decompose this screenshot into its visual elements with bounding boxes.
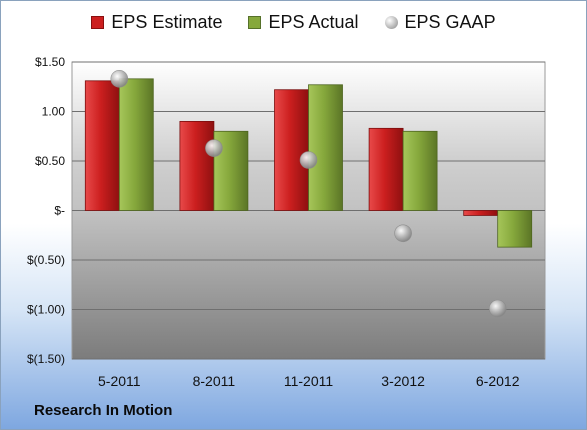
legend-swatch-estimate	[91, 16, 105, 29]
marker-eps-gaap	[205, 139, 223, 157]
legend-label-gaap: EPS GAAP	[404, 12, 496, 32]
x-tick-label: 5-2011	[98, 373, 141, 389]
y-tick-label: $(0.50)	[27, 253, 65, 267]
legend-swatch-actual	[248, 16, 262, 29]
legend-label-actual: EPS Actual	[268, 12, 359, 32]
y-tick-label: 1.00	[42, 105, 66, 119]
legend: EPS Estimate EPS Actual EPS GAAP	[0, 12, 587, 33]
legend-item-gaap: EPS GAAP	[384, 12, 496, 33]
x-tick-label: 11-2011	[284, 373, 334, 389]
bar-eps-estimate	[368, 127, 404, 211]
x-tick-label: 6-2012	[476, 373, 520, 389]
x-tick-label: 3-2012	[381, 373, 425, 389]
y-tick-label: $0.50	[35, 154, 65, 168]
marker-eps-gaap	[394, 224, 412, 243]
bar-eps-actual	[402, 130, 438, 211]
marker-eps-gaap	[299, 151, 318, 169]
legend-label-estimate: EPS Estimate	[111, 12, 223, 32]
bar-eps-estimate	[179, 121, 215, 211]
y-tick-label: $(1.50)	[27, 352, 65, 366]
bar-eps-actual	[497, 210, 533, 248]
y-tick-label: $-	[54, 204, 65, 218]
y-tick-label: $(1.00)	[27, 303, 65, 317]
bar-eps-actual	[118, 78, 154, 211]
marker-eps-gaap	[488, 299, 507, 318]
x-tick-label: 8-2011	[193, 373, 236, 389]
bar-eps-estimate	[274, 89, 309, 211]
legend-item-actual: EPS Actual	[248, 12, 359, 33]
y-tick-label: $1.50	[35, 55, 65, 69]
bar-eps-actual	[308, 84, 343, 211]
bar-eps-estimate	[84, 80, 120, 211]
bar-eps-estimate	[463, 210, 499, 216]
legend-swatch-gaap	[384, 16, 398, 29]
marker-eps-gaap	[110, 70, 129, 88]
company-name: Research In Motion	[34, 402, 173, 419]
legend-item-estimate: EPS Estimate	[91, 12, 222, 33]
